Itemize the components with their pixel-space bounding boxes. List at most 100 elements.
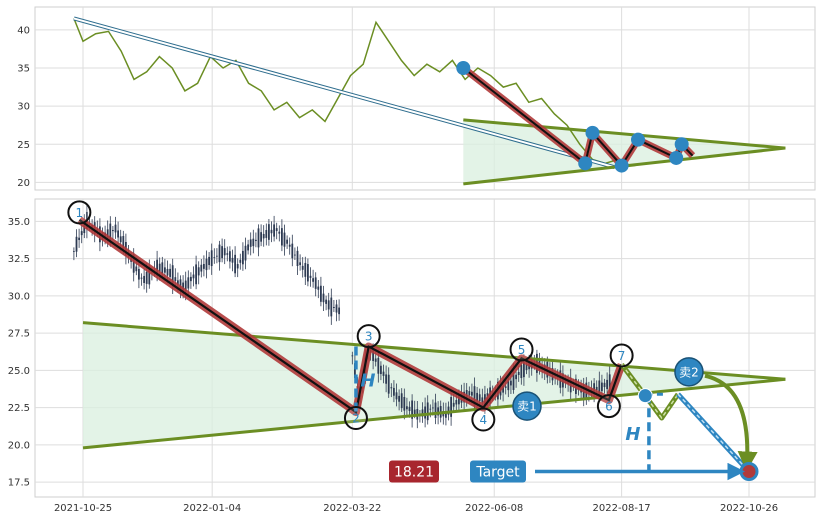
bottom-panel: 17.5 20.0 22.5 25.0 27.5 30.0 32.5 35.0 H H 1 2 3 4 5 6…	[8, 198, 816, 498]
candle-body	[354, 363, 356, 379]
candle-body	[437, 407, 440, 416]
candle-body	[608, 374, 611, 394]
pivot-circle	[67, 200, 92, 225]
candle-body	[450, 397, 453, 417]
candle-body	[145, 271, 148, 284]
pivot-circle	[343, 406, 368, 431]
top-triangle-upper	[463, 118, 786, 150]
candle-body	[244, 245, 247, 261]
bottom-y-tick-label: 22.5	[8, 403, 30, 414]
candle-body	[424, 406, 427, 419]
candle-body	[260, 232, 263, 242]
candle-body	[171, 265, 174, 286]
bottom-y-tick-label: 35.0	[8, 217, 30, 228]
top-pivot-marker	[456, 61, 471, 75]
candle-body	[262, 233, 265, 239]
candle-body	[216, 255, 218, 257]
candle-body	[275, 228, 278, 232]
sell-badge-label: 卖1	[517, 400, 537, 414]
bottom-y-tick-label: 30.0	[8, 291, 30, 302]
candle-body	[595, 386, 598, 391]
candle-body	[239, 259, 242, 263]
candle-body	[166, 268, 169, 276]
pivot-circle	[356, 324, 381, 349]
target-label: Target	[475, 465, 520, 481]
top-pivot-marker	[669, 150, 684, 165]
candle-body	[517, 371, 520, 376]
x-tick-label: 2022-08-17	[593, 503, 651, 514]
candle-body	[481, 397, 484, 403]
candle-body	[333, 306, 335, 308]
candle-body	[525, 364, 528, 371]
candle-body	[187, 277, 190, 289]
candle-body	[603, 382, 606, 388]
x-tick-label: 2022-01-04	[183, 503, 241, 514]
candle-body	[403, 397, 406, 411]
candle-body	[411, 400, 414, 419]
candle-body	[515, 374, 518, 380]
h-measure-label: H	[360, 370, 375, 391]
candle-body	[223, 248, 226, 256]
candle-body	[390, 387, 393, 389]
pivot-label: 4	[480, 413, 488, 427]
candle-body	[312, 278, 315, 282]
candle-body	[236, 264, 239, 269]
candle-body	[174, 277, 177, 282]
candle-body	[598, 380, 601, 397]
candle-body	[138, 268, 140, 280]
pivot-label: 6	[605, 400, 613, 414]
candle-body	[395, 392, 398, 400]
candle-body	[249, 239, 252, 247]
candle-body	[338, 307, 341, 315]
candle-body	[291, 243, 294, 259]
x-tick-label: 2021-10-25	[54, 503, 112, 514]
target-value-label: 18.21	[394, 465, 434, 481]
candle-body	[119, 236, 122, 243]
candle-body	[601, 382, 603, 392]
candle-body	[80, 231, 83, 236]
pivot-circle	[509, 337, 534, 362]
top-y-tick-label: 30	[17, 102, 30, 113]
candle-body	[502, 385, 505, 393]
candle-body	[190, 276, 192, 282]
pivot-label: 1	[76, 206, 84, 220]
pivot-label: 7	[618, 349, 626, 363]
pivot-circle	[609, 343, 634, 368]
pivot-label: 3	[365, 330, 373, 344]
candle-body	[317, 286, 320, 290]
candle-body	[330, 297, 333, 317]
candle-body	[158, 263, 161, 272]
candle-body	[169, 268, 172, 277]
candle-body	[512, 371, 515, 390]
candle-body	[377, 357, 380, 374]
candle-body	[234, 254, 237, 274]
top-price-line	[73, 18, 619, 165]
candle-body	[156, 259, 159, 276]
candle-body	[398, 395, 401, 402]
sell-badge	[674, 357, 704, 387]
pivot-circle	[596, 394, 621, 419]
bottom-y-tick-label: 27.5	[8, 329, 30, 340]
candle-body	[197, 267, 200, 276]
candle-body	[143, 275, 146, 284]
target-curve-arrow	[704, 373, 758, 472]
bottom-y-tick-label: 25.0	[8, 366, 30, 377]
candle-body	[218, 244, 221, 263]
candle-body	[325, 299, 328, 304]
target-marker	[739, 462, 759, 482]
candle-body	[257, 228, 260, 248]
candle-body	[473, 386, 476, 406]
candle-body	[429, 408, 432, 410]
candle-body	[226, 253, 229, 255]
candle-body	[210, 250, 213, 267]
projection-green	[619, 362, 681, 421]
candle-body	[221, 246, 224, 259]
candle-body	[606, 379, 609, 390]
candle-body	[299, 262, 302, 266]
candle-body	[242, 250, 244, 265]
candle-body	[184, 280, 187, 292]
candle-body	[278, 231, 281, 234]
candle-body	[380, 365, 382, 375]
candle-body	[335, 304, 338, 313]
